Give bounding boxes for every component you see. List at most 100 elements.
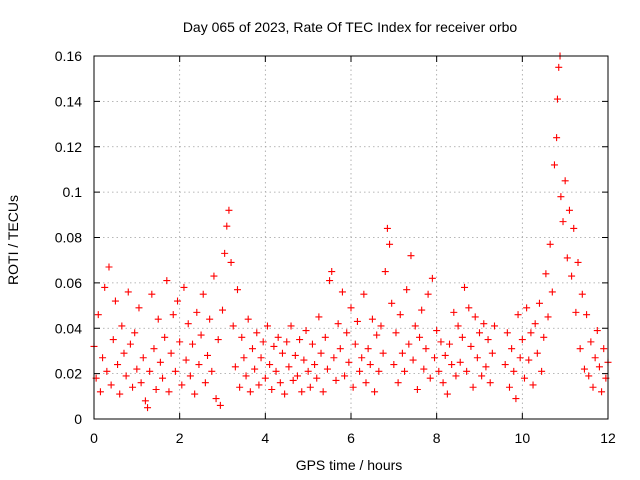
data-point: [180, 283, 188, 291]
data-point: [484, 336, 492, 344]
x-tick-labels: 0 2 4 6 8 10 12: [90, 430, 616, 446]
data-point: [216, 401, 224, 409]
data-point: [553, 95, 561, 103]
x-tick-label: 6: [347, 430, 355, 446]
data-point: [420, 365, 428, 373]
data-point: [246, 388, 254, 396]
data-point: [129, 383, 137, 391]
data-point: [225, 206, 233, 214]
data-point: [291, 351, 299, 359]
data-point: [356, 367, 364, 375]
data-point: [426, 374, 434, 382]
data-point: [371, 388, 379, 396]
data-point: [591, 354, 599, 362]
data-point: [439, 379, 447, 387]
data-point: [161, 333, 169, 341]
data-point: [253, 329, 261, 337]
data-point: [191, 390, 199, 398]
data-point: [341, 372, 349, 380]
data-point: [197, 331, 205, 339]
data-point: [600, 345, 608, 353]
data-point: [338, 288, 346, 296]
data-points: [90, 52, 612, 412]
data-point: [557, 193, 565, 201]
data-point: [424, 290, 432, 298]
data-point: [343, 329, 351, 337]
data-point: [304, 367, 312, 375]
data-point: [204, 351, 212, 359]
data-point: [469, 383, 477, 391]
data-point: [302, 327, 310, 335]
data-point: [321, 333, 329, 341]
data-point: [540, 333, 548, 341]
data-point: [381, 268, 389, 276]
data-point: [401, 367, 409, 375]
data-point: [159, 374, 167, 382]
data-point: [535, 299, 543, 307]
y-tick-label: 0.14: [55, 93, 82, 109]
y-tick-label: 0.1: [63, 184, 83, 200]
data-point: [435, 367, 443, 375]
data-point: [443, 390, 451, 398]
data-point: [394, 379, 402, 387]
data-point: [437, 338, 445, 346]
data-point: [418, 306, 426, 314]
data-point: [103, 367, 111, 375]
data-point: [465, 304, 473, 312]
data-point: [454, 322, 462, 330]
data-point: [176, 338, 184, 346]
data-point: [368, 315, 376, 323]
data-point: [201, 379, 209, 387]
data-point: [379, 349, 387, 357]
data-point: [118, 322, 126, 330]
data-point: [490, 322, 498, 330]
data-point: [182, 356, 190, 364]
data-point: [531, 320, 539, 328]
data-point: [428, 274, 436, 282]
y-tick-label: 0.02: [55, 366, 82, 382]
data-point: [349, 383, 357, 391]
data-point: [328, 268, 336, 276]
data-point: [178, 381, 186, 389]
data-point: [174, 297, 182, 305]
data-point: [311, 361, 319, 369]
data-point: [244, 315, 252, 323]
data-point: [126, 340, 134, 348]
data-point: [538, 367, 546, 375]
data-point: [233, 286, 241, 294]
data-point: [165, 388, 173, 396]
data-point: [358, 354, 366, 362]
data-point: [510, 367, 518, 375]
data-point: [580, 365, 588, 373]
data-point: [116, 390, 124, 398]
chart-title: Day 065 of 2023, Rate Of TEC Index for r…: [183, 19, 518, 35]
data-point: [598, 388, 606, 396]
data-point: [546, 240, 554, 248]
data-point: [375, 367, 383, 375]
data-point: [135, 304, 143, 312]
data-point: [272, 367, 280, 375]
data-point: [156, 358, 164, 366]
data-point: [111, 297, 119, 305]
data-point: [193, 308, 201, 316]
data-point: [548, 288, 556, 296]
data-point: [345, 358, 353, 366]
data-point: [281, 390, 289, 398]
data-point: [276, 379, 284, 387]
data-point: [476, 329, 483, 337]
data-point: [407, 252, 415, 260]
data-point: [533, 349, 541, 357]
data-point: [413, 386, 421, 394]
data-point: [186, 372, 194, 380]
data-point: [555, 63, 563, 71]
data-point: [306, 383, 314, 391]
data-point: [109, 336, 117, 344]
data-point: [238, 333, 246, 341]
data-point: [298, 388, 306, 396]
data-point: [473, 354, 481, 362]
data-point: [101, 283, 109, 291]
data-point: [248, 345, 256, 353]
data-point: [431, 354, 439, 362]
data-point: [544, 313, 552, 321]
